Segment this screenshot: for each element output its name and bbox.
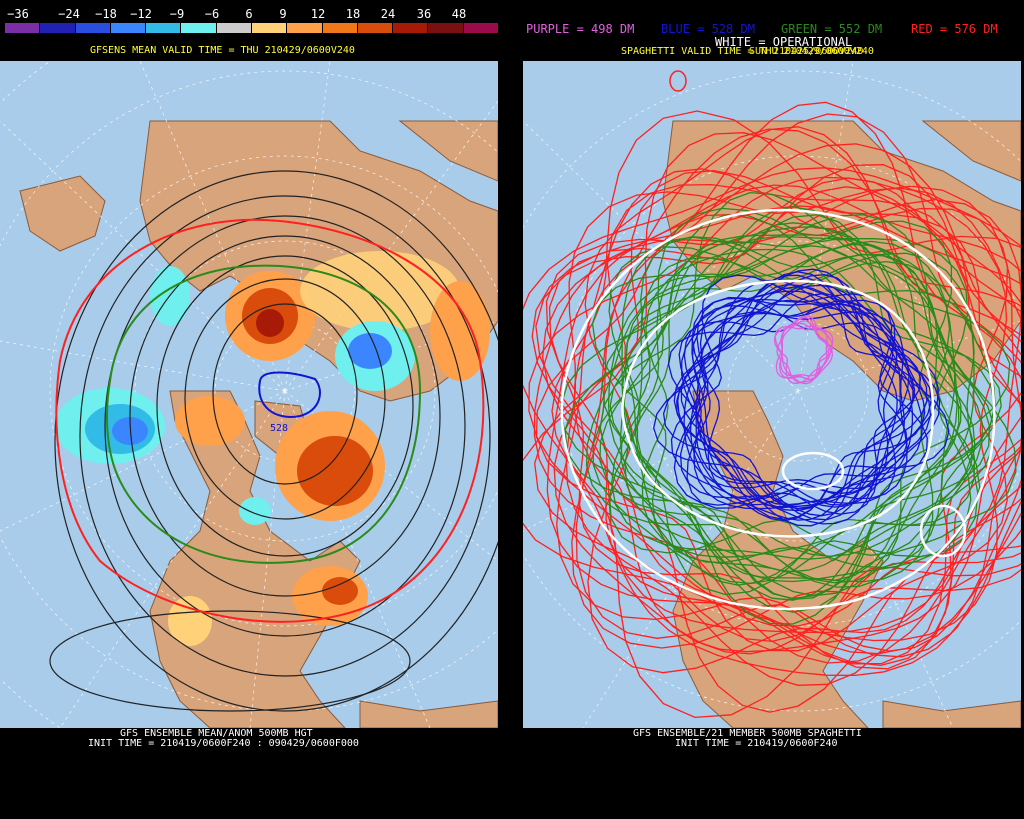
spaghetti-line [610, 226, 995, 560]
spaghetti-line [691, 303, 914, 527]
spaghetti-line [546, 143, 1021, 655]
anomaly-shading [55, 251, 490, 646]
contour-528 [258, 371, 321, 418]
spaghetti-valid-time-title: SPAGHETTI VALID TIME = THU 210429/0600V2… [621, 46, 874, 57]
spaghetti-line [523, 167, 1021, 677]
contour-label-528: 528 [270, 423, 288, 434]
colorbar-swatch [428, 23, 464, 33]
colorbar-swatch [146, 23, 182, 33]
spaghetti-footer-line1: GFS ENSEMBLE/21 MEMBER 500MB SPAGHETTI [633, 728, 862, 739]
contour-576 [55, 218, 485, 623]
spaghetti-line [573, 168, 1021, 713]
colorbar-tick: 6 [245, 7, 253, 21]
spaghetti-line [533, 185, 1021, 664]
colorbar-swatch [216, 23, 252, 33]
colorbar-swatch [110, 23, 147, 33]
spaghetti-line [680, 299, 898, 506]
spaghetti-line [599, 191, 979, 586]
colorbar-tick: −6 [204, 7, 220, 21]
spaghetti-line [548, 164, 1021, 670]
colorbar-tick: −18 [95, 7, 117, 21]
spaghetti-line [535, 207, 1009, 652]
colorbar-tick: −24 [58, 7, 80, 21]
spaghetti-footer-line2: INIT TIME = 210419/0600F240 [675, 738, 838, 749]
spaghetti-line [774, 325, 834, 385]
contour-552 [106, 264, 422, 564]
legend-red: RED = 576 DM [911, 22, 998, 36]
spaghetti-line [621, 206, 956, 568]
spaghetti-line [670, 274, 950, 522]
legend-blue: BLUE = 528 DM [661, 22, 755, 36]
colorbar-labels: −36 −24 −18 −12 −9 −6 6 9 12 18 24 36 48 [0, 7, 501, 21]
colorbar-tick: −9 [169, 7, 185, 21]
colorbar-tick: 18 [345, 7, 361, 21]
colorbar-swatch [5, 23, 41, 33]
colorbar-swatch [322, 23, 358, 33]
colorbar-swatch [287, 23, 323, 33]
colorbar-swatch [181, 23, 217, 33]
spaghetti-line [601, 222, 951, 583]
spaghetti-line [585, 214, 983, 588]
spaghetti-line [584, 126, 1021, 674]
spaghetti-line [662, 299, 908, 510]
spaghetti-line [599, 238, 974, 557]
spaghetti-line [678, 300, 916, 521]
spaghetti-overlay-title: SUN 210425/0600V240 [749, 46, 864, 57]
spaghetti-line [545, 177, 1021, 665]
spaghetti-line [608, 246, 996, 613]
spaghetti-line [564, 220, 981, 600]
legend-purple: PURPLE = 498 DM [526, 22, 635, 36]
spaghetti-line [677, 274, 908, 501]
colorbar-tick: 12 [310, 7, 326, 21]
anomaly-colorbar [5, 23, 499, 33]
spaghetti-line [683, 285, 914, 490]
ensemble-mean-panel: −36 −24 −18 −12 −9 −6 6 9 12 18 24 36 48… [0, 0, 501, 819]
mean-footer-line2: INIT TIME = 210419/0600F240 : 090429/060… [88, 738, 359, 749]
colorbar-tick: 36 [416, 7, 432, 21]
legend-green: GREEN = 552 DM [781, 22, 883, 36]
spaghetti-line [528, 176, 1008, 642]
spaghetti-line [608, 214, 1002, 556]
colorbar-tick: 24 [380, 7, 396, 21]
spaghetti-line [676, 311, 906, 512]
spaghetti-line [686, 271, 932, 509]
small-red-contour [669, 70, 687, 92]
spaghetti-line [641, 248, 996, 558]
legend-white-operational: WHITE = OPERATIONAL [715, 35, 853, 49]
colorbar-tick: 48 [451, 7, 467, 21]
mean-footer-line1: GFS ENSEMBLE MEAN/ANOM 500MB HGT [120, 728, 313, 739]
colorbar-tick: 9 [279, 7, 287, 21]
operational-contours [560, 208, 996, 611]
colorbar-swatch [463, 23, 499, 33]
colorbar-swatch [251, 23, 288, 33]
ensemble-mean-map: 528 [0, 61, 498, 728]
spaghetti-line [556, 113, 1021, 658]
spaghetti-panel: PURPLE = 498 DM BLUE = 528 DM GREEN = 55… [523, 0, 1024, 819]
spaghetti-line [575, 101, 1021, 652]
colorbar-swatch [393, 23, 429, 33]
colorbar-swatch [357, 23, 394, 33]
spaghetti-line [776, 323, 828, 383]
height-contours [49, 170, 498, 712]
mean-valid-time-title: GFSENS MEAN VALID TIME = THU 210429/0600… [90, 45, 355, 56]
spaghetti-line [679, 274, 932, 517]
spaghetti-line [620, 236, 991, 601]
spaghetti-map [523, 61, 1021, 728]
colorbar-tick: −12 [130, 7, 152, 21]
panel-divider [501, 0, 523, 819]
colorbar-tick: −36 [7, 7, 29, 21]
spaghetti-line [607, 240, 958, 597]
spaghetti-line [667, 292, 922, 515]
colorbar-swatch [75, 23, 111, 33]
spaghetti-line [681, 284, 910, 525]
colorbar-swatch [40, 23, 76, 33]
